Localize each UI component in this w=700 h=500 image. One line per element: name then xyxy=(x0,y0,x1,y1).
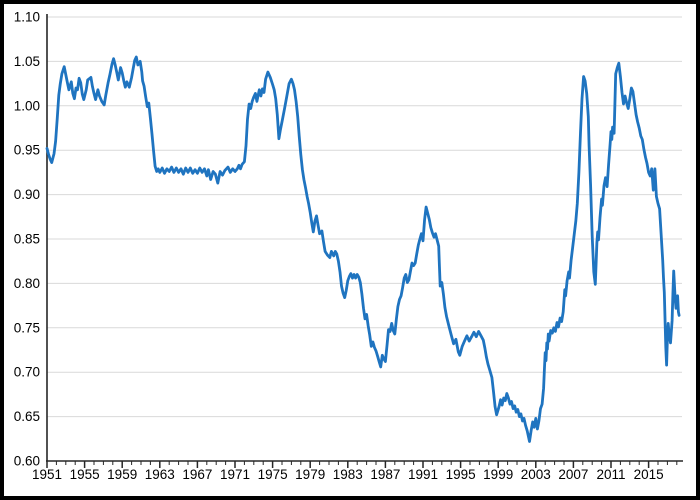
y-tick-label: 0.85 xyxy=(14,232,40,247)
x-tick-label: 2011 xyxy=(596,467,625,482)
x-tick-label: 1995 xyxy=(446,467,476,482)
x-tick-label: 1987 xyxy=(370,467,400,482)
x-tick-label: 1959 xyxy=(107,467,137,482)
y-tick-label: 0.70 xyxy=(14,365,40,380)
y-tick-label: 0.75 xyxy=(14,320,40,335)
x-tick-label: 2007 xyxy=(558,467,588,482)
x-tick-label: 1967 xyxy=(182,467,212,482)
y-tick-label: 0.65 xyxy=(14,409,40,424)
x-tick-label: 1955 xyxy=(70,467,100,482)
y-tick-label: 0.60 xyxy=(14,454,40,469)
y-tick-label: 1.00 xyxy=(14,98,40,113)
x-tick-label: 1999 xyxy=(483,467,513,482)
x-tick-label: 1991 xyxy=(408,467,438,482)
x-tick-label: 1979 xyxy=(295,467,325,482)
x-tick-label: 1963 xyxy=(145,467,175,482)
y-tick-label: 0.80 xyxy=(14,276,40,291)
y-tick-label: 0.90 xyxy=(14,187,40,202)
x-tick-label: 2003 xyxy=(521,467,551,482)
y-tick-label: 1.05 xyxy=(14,54,40,69)
x-tick-label: 1971 xyxy=(220,467,250,482)
x-tick-label: 2015 xyxy=(634,467,664,482)
x-tick-label: 1983 xyxy=(333,467,363,482)
y-tick-label: 1.10 xyxy=(14,10,40,25)
data-line xyxy=(45,55,681,443)
x-tick-label: 1951 xyxy=(32,467,62,482)
x-tick-label: 1975 xyxy=(258,467,288,482)
y-tick-label: 0.95 xyxy=(14,143,40,158)
